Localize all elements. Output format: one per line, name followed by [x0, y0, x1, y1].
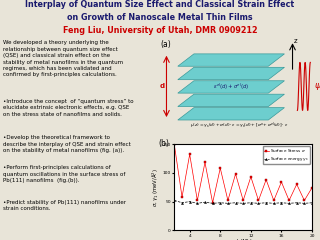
Polygon shape [178, 67, 284, 80]
Text: •Perform first-principles calculations of
quantum oscillations in the surface st: •Perform first-principles calculations o… [3, 165, 125, 183]
Text: •Introduce the concept  of “quantum stress” to
elucidate extrinsic electronic ef: •Introduce the concept of “quantum stres… [3, 99, 134, 117]
Text: $\varepsilon^{el}(d)+\sigma^{el}(d)$: $\varepsilon^{el}(d)+\sigma^{el}(d)$ [213, 81, 249, 91]
Y-axis label: $\sigma, \gamma_1$ (meV/Å$^2$): $\sigma, \gamma_1$ (meV/Å$^2$) [151, 168, 161, 207]
Surface energy $\gamma_s$ [211, 202, 214, 205]
Text: $\mu(z) = \gamma_s(d) + \sigma(d) \cdot \varepsilon = \gamma_s(d) + [\sigma^o + : $\mu(z) = \gamma_s(d) + \sigma(d) \cdot … [190, 120, 288, 131]
Text: $\psi_n$: $\psi_n$ [314, 81, 320, 92]
Surface Stress $\sigma$ [302, 199, 306, 202]
Surface energy $\gamma_s$ [249, 201, 253, 204]
Text: •Predict stability of Pb(111) nanofilms under
strain conditions.: •Predict stability of Pb(111) nanofilms … [3, 200, 126, 211]
Surface Stress $\sigma$ [295, 183, 299, 186]
Text: We developed a theory underlying the
relationship between quantum size effect
(Q: We developed a theory underlying the rel… [3, 40, 123, 78]
Surface energy $\gamma_s$ [180, 201, 184, 204]
Surface energy $\gamma_s$ [188, 200, 192, 203]
Surface energy $\gamma_s$ [257, 202, 260, 205]
Surface Stress $\sigma$ [203, 161, 207, 164]
Surface Stress $\sigma$ [241, 199, 245, 202]
Text: (a): (a) [160, 40, 171, 49]
Surface Stress $\sigma$ [196, 199, 199, 202]
Surface energy $\gamma_s$ [172, 199, 176, 202]
Surface Stress $\sigma$ [218, 167, 222, 170]
Surface Stress $\sigma$ [310, 186, 314, 189]
Surface Stress $\sigma$ [211, 201, 214, 204]
Surface Stress $\sigma$ [257, 199, 260, 202]
Text: •Develop the theoretical framework to
describe the interplay of QSE and strain e: •Develop the theoretical framework to de… [3, 135, 131, 153]
Surface energy $\gamma_s$ [264, 201, 268, 204]
Surface Stress $\sigma$ [172, 144, 176, 147]
Legend: Surface Stress $\sigma$, Surface energy $\gamma_s$: Surface Stress $\sigma$, Surface energy … [262, 146, 310, 164]
Surface Stress $\sigma$ [264, 178, 268, 181]
Text: Interplay of Quantum Size Effect and Classical Strain Effect: Interplay of Quantum Size Effect and Cla… [25, 0, 295, 9]
Polygon shape [178, 54, 284, 66]
Surface energy $\gamma_s$ [226, 202, 230, 205]
Surface Stress $\sigma$ [272, 199, 276, 202]
Surface energy $\gamma_s$ [302, 202, 306, 205]
Text: Feng Liu, University of Utah, DMR 0909212: Feng Liu, University of Utah, DMR 090921… [63, 26, 257, 35]
Surface energy $\gamma_s$ [272, 202, 276, 205]
Surface Stress $\sigma$ [226, 199, 230, 202]
X-axis label: d (ML): d (ML) [235, 239, 252, 240]
Text: on Growth of Nanoscale Metal Thin Films: on Growth of Nanoscale Metal Thin Films [67, 13, 253, 22]
Surface Stress $\sigma$ [287, 199, 291, 202]
Surface energy $\gamma_s$ [234, 201, 237, 204]
Surface energy $\gamma_s$ [241, 202, 245, 205]
Line: Surface energy $\gamma_s$: Surface energy $\gamma_s$ [173, 199, 313, 204]
Surface Stress $\sigma$ [249, 175, 253, 178]
Line: Surface Stress $\sigma$: Surface Stress $\sigma$ [173, 144, 313, 204]
Polygon shape [178, 108, 284, 120]
Surface Stress $\sigma$ [234, 173, 237, 175]
Surface energy $\gamma_s$ [310, 201, 314, 204]
Text: d: d [160, 83, 165, 89]
Surface energy $\gamma_s$ [218, 201, 222, 204]
Surface energy $\gamma_s$ [203, 201, 207, 204]
Surface energy $\gamma_s$ [287, 202, 291, 205]
Surface Stress $\sigma$ [279, 180, 283, 183]
Text: (b): (b) [158, 139, 169, 148]
Polygon shape [178, 94, 284, 107]
Surface energy $\gamma_s$ [295, 201, 299, 204]
Surface energy $\gamma_s$ [279, 201, 283, 204]
Text: z: z [294, 38, 298, 44]
Surface Stress $\sigma$ [180, 196, 184, 198]
Surface energy $\gamma_s$ [196, 202, 199, 205]
Surface Stress $\sigma$ [188, 153, 192, 156]
Polygon shape [178, 81, 284, 93]
